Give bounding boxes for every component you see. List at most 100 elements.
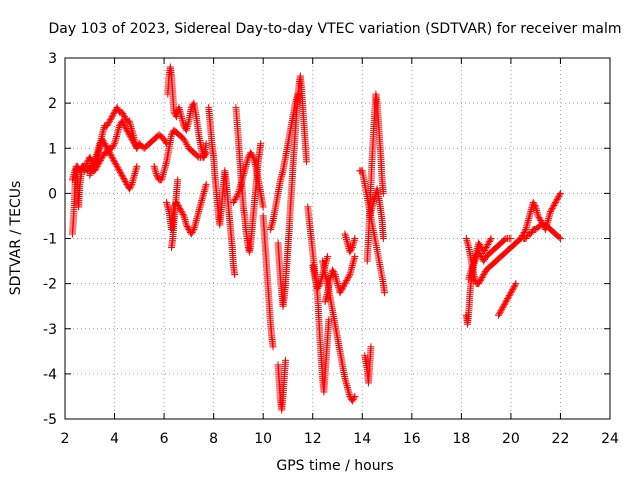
x-tick-label: 16 (403, 431, 421, 447)
data-point (125, 129, 133, 137)
data-point (126, 183, 134, 191)
x-tick-label: 6 (160, 431, 169, 447)
data-point (114, 105, 122, 113)
x-tick-label: 18 (452, 431, 470, 447)
data-point (379, 189, 387, 197)
data-point (554, 194, 562, 202)
data-point (324, 253, 332, 261)
data-point (495, 311, 503, 319)
data-point (131, 141, 139, 149)
data-point (536, 215, 544, 223)
data-point (116, 167, 123, 175)
data-point (480, 257, 488, 265)
data-point (476, 277, 484, 285)
data-point (109, 143, 117, 151)
x-tick-label: 20 (502, 431, 520, 447)
data-point (125, 131, 133, 139)
data-point (128, 135, 136, 143)
data-point (160, 135, 168, 143)
data-point (527, 230, 535, 238)
data-point (109, 111, 117, 119)
data-point (367, 343, 375, 351)
data-point (174, 176, 182, 184)
data-point (108, 153, 116, 161)
data-point (330, 269, 338, 277)
y-tick-label: -2 (43, 277, 57, 293)
data-point (495, 310, 503, 318)
data-point (113, 162, 121, 170)
data-point (111, 158, 119, 166)
data-point (110, 141, 118, 149)
y-tick-label: -5 (43, 412, 57, 428)
data-point (315, 281, 323, 289)
data-point (556, 191, 564, 199)
data-point (122, 179, 130, 187)
data-point (107, 114, 115, 122)
data-point (512, 280, 520, 288)
data-point (188, 228, 196, 236)
data-point (511, 281, 519, 289)
data-point (178, 209, 186, 217)
data-point (329, 266, 337, 274)
data-point (233, 192, 241, 200)
data-point (111, 159, 119, 167)
data-point (500, 301, 508, 309)
data-point (76, 167, 84, 175)
data-point (231, 195, 239, 203)
data-point (483, 242, 491, 250)
x-tick-label: 24 (601, 431, 619, 447)
y-tick-label: 3 (48, 51, 57, 67)
data-point (510, 283, 518, 291)
data-point (106, 150, 114, 158)
data-point (379, 235, 387, 242)
data-point (480, 269, 488, 277)
data-point (325, 316, 333, 324)
data-point (294, 90, 302, 98)
data-point (105, 147, 113, 155)
data-point (257, 140, 265, 148)
data-point (556, 189, 564, 197)
x-tick-label: 22 (552, 431, 570, 447)
data-point (346, 248, 354, 256)
data-point (110, 110, 118, 118)
data-point (153, 171, 161, 179)
data-point (480, 256, 488, 264)
data-point (103, 144, 111, 152)
data-point (344, 274, 352, 282)
data-point (108, 113, 116, 121)
data-point (484, 241, 492, 249)
data-point (101, 140, 109, 148)
y-tick-label: 0 (48, 186, 57, 202)
data-point (107, 152, 115, 160)
data-point (182, 139, 190, 147)
y-tick-label: -3 (43, 322, 57, 338)
data-point (232, 194, 240, 202)
data-point (248, 152, 256, 160)
x-tick-label: 10 (254, 431, 272, 447)
data-point (336, 289, 344, 297)
data-point (487, 235, 495, 242)
data-point (338, 284, 346, 292)
data-point (177, 207, 185, 215)
data-point (99, 152, 107, 160)
data-point (520, 228, 528, 236)
data-point (121, 177, 129, 185)
data-point (92, 165, 100, 173)
data-point (556, 235, 564, 242)
data-point (99, 137, 107, 145)
data-point (106, 116, 114, 124)
data-point (343, 277, 351, 285)
data-point (535, 213, 543, 221)
data-point (116, 168, 124, 176)
data-point (130, 140, 138, 148)
data-point (106, 149, 114, 157)
plot-frame (64, 57, 611, 420)
data-point (281, 356, 289, 364)
data-point (381, 289, 389, 297)
data-point (179, 210, 187, 218)
data-point (347, 247, 355, 255)
data-point (129, 137, 137, 145)
data-point (502, 298, 510, 306)
data-point (499, 304, 507, 312)
